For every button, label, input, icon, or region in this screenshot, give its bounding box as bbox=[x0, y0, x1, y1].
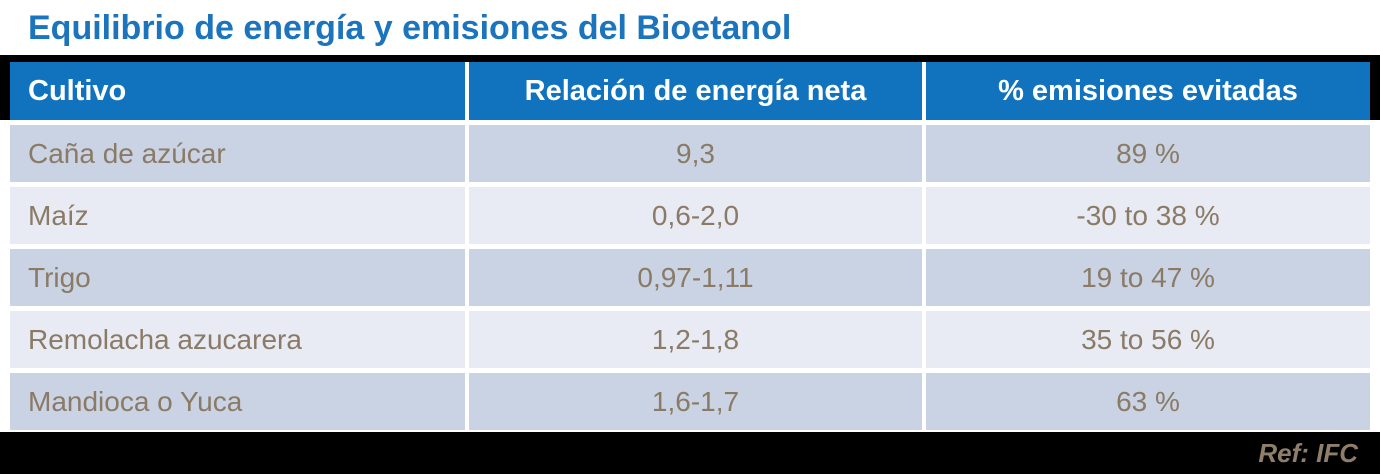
cell-emisiones-evitadas: 89 % bbox=[922, 125, 1370, 182]
cell-emisiones-evitadas: 19 to 47 % bbox=[922, 249, 1370, 306]
column-header-cultivo: Cultivo bbox=[10, 62, 465, 120]
cell-relacion-energia: 9,3 bbox=[465, 125, 922, 182]
cell-cultivo: Maíz bbox=[10, 187, 465, 244]
page-title: Equilibrio de energía y emisiones del Bi… bbox=[28, 9, 792, 47]
cell-cultivo: Caña de azúcar bbox=[10, 125, 465, 182]
cell-emisiones-evitadas: 63 % bbox=[922, 373, 1370, 430]
cell-relacion-energia: 1,6-1,7 bbox=[465, 373, 922, 430]
cell-cultivo: Trigo bbox=[10, 249, 465, 306]
cell-emisiones-evitadas: 35 to 56 % bbox=[922, 311, 1370, 368]
table-row: Caña de azúcar 9,3 89 % bbox=[10, 125, 1370, 182]
cell-relacion-energia: 0,6-2,0 bbox=[465, 187, 922, 244]
reference-label: Ref: IFC bbox=[1258, 437, 1358, 468]
cell-relacion-energia: 1,2-1,8 bbox=[465, 311, 922, 368]
table-row: Maíz 0,6-2,0 -30 to 38 % bbox=[10, 187, 1370, 244]
cell-relacion-energia: 0,97-1,11 bbox=[465, 249, 922, 306]
table-row: Mandioca o Yuca 1,6-1,7 63 % bbox=[10, 373, 1370, 430]
cell-cultivo: Mandioca o Yuca bbox=[10, 373, 465, 430]
cell-cultivo: Remolacha azucarera bbox=[10, 311, 465, 368]
table-row: Remolacha azucarera 1,2-1,8 35 to 56 % bbox=[10, 311, 1370, 368]
cell-emisiones-evitadas: -30 to 38 % bbox=[922, 187, 1370, 244]
column-header-emisiones-evitadas: % emisiones evitadas bbox=[922, 62, 1370, 120]
table-row: Trigo 0,97-1,11 19 to 47 % bbox=[10, 249, 1370, 306]
table-body: Caña de azúcar 9,3 89 % Maíz 0,6-2,0 -30 to 3… bbox=[10, 125, 1370, 430]
footer-bar: Ref: IFC bbox=[0, 432, 1380, 474]
column-header-relacion-energia: Relación de energía neta bbox=[465, 62, 922, 120]
title-underline bbox=[0, 55, 1380, 62]
table-header-row: Cultivo Relación de energía neta % emisi… bbox=[0, 62, 1380, 120]
bioethanol-table: Cultivo Relación de energía neta % emisi… bbox=[0, 55, 1380, 430]
